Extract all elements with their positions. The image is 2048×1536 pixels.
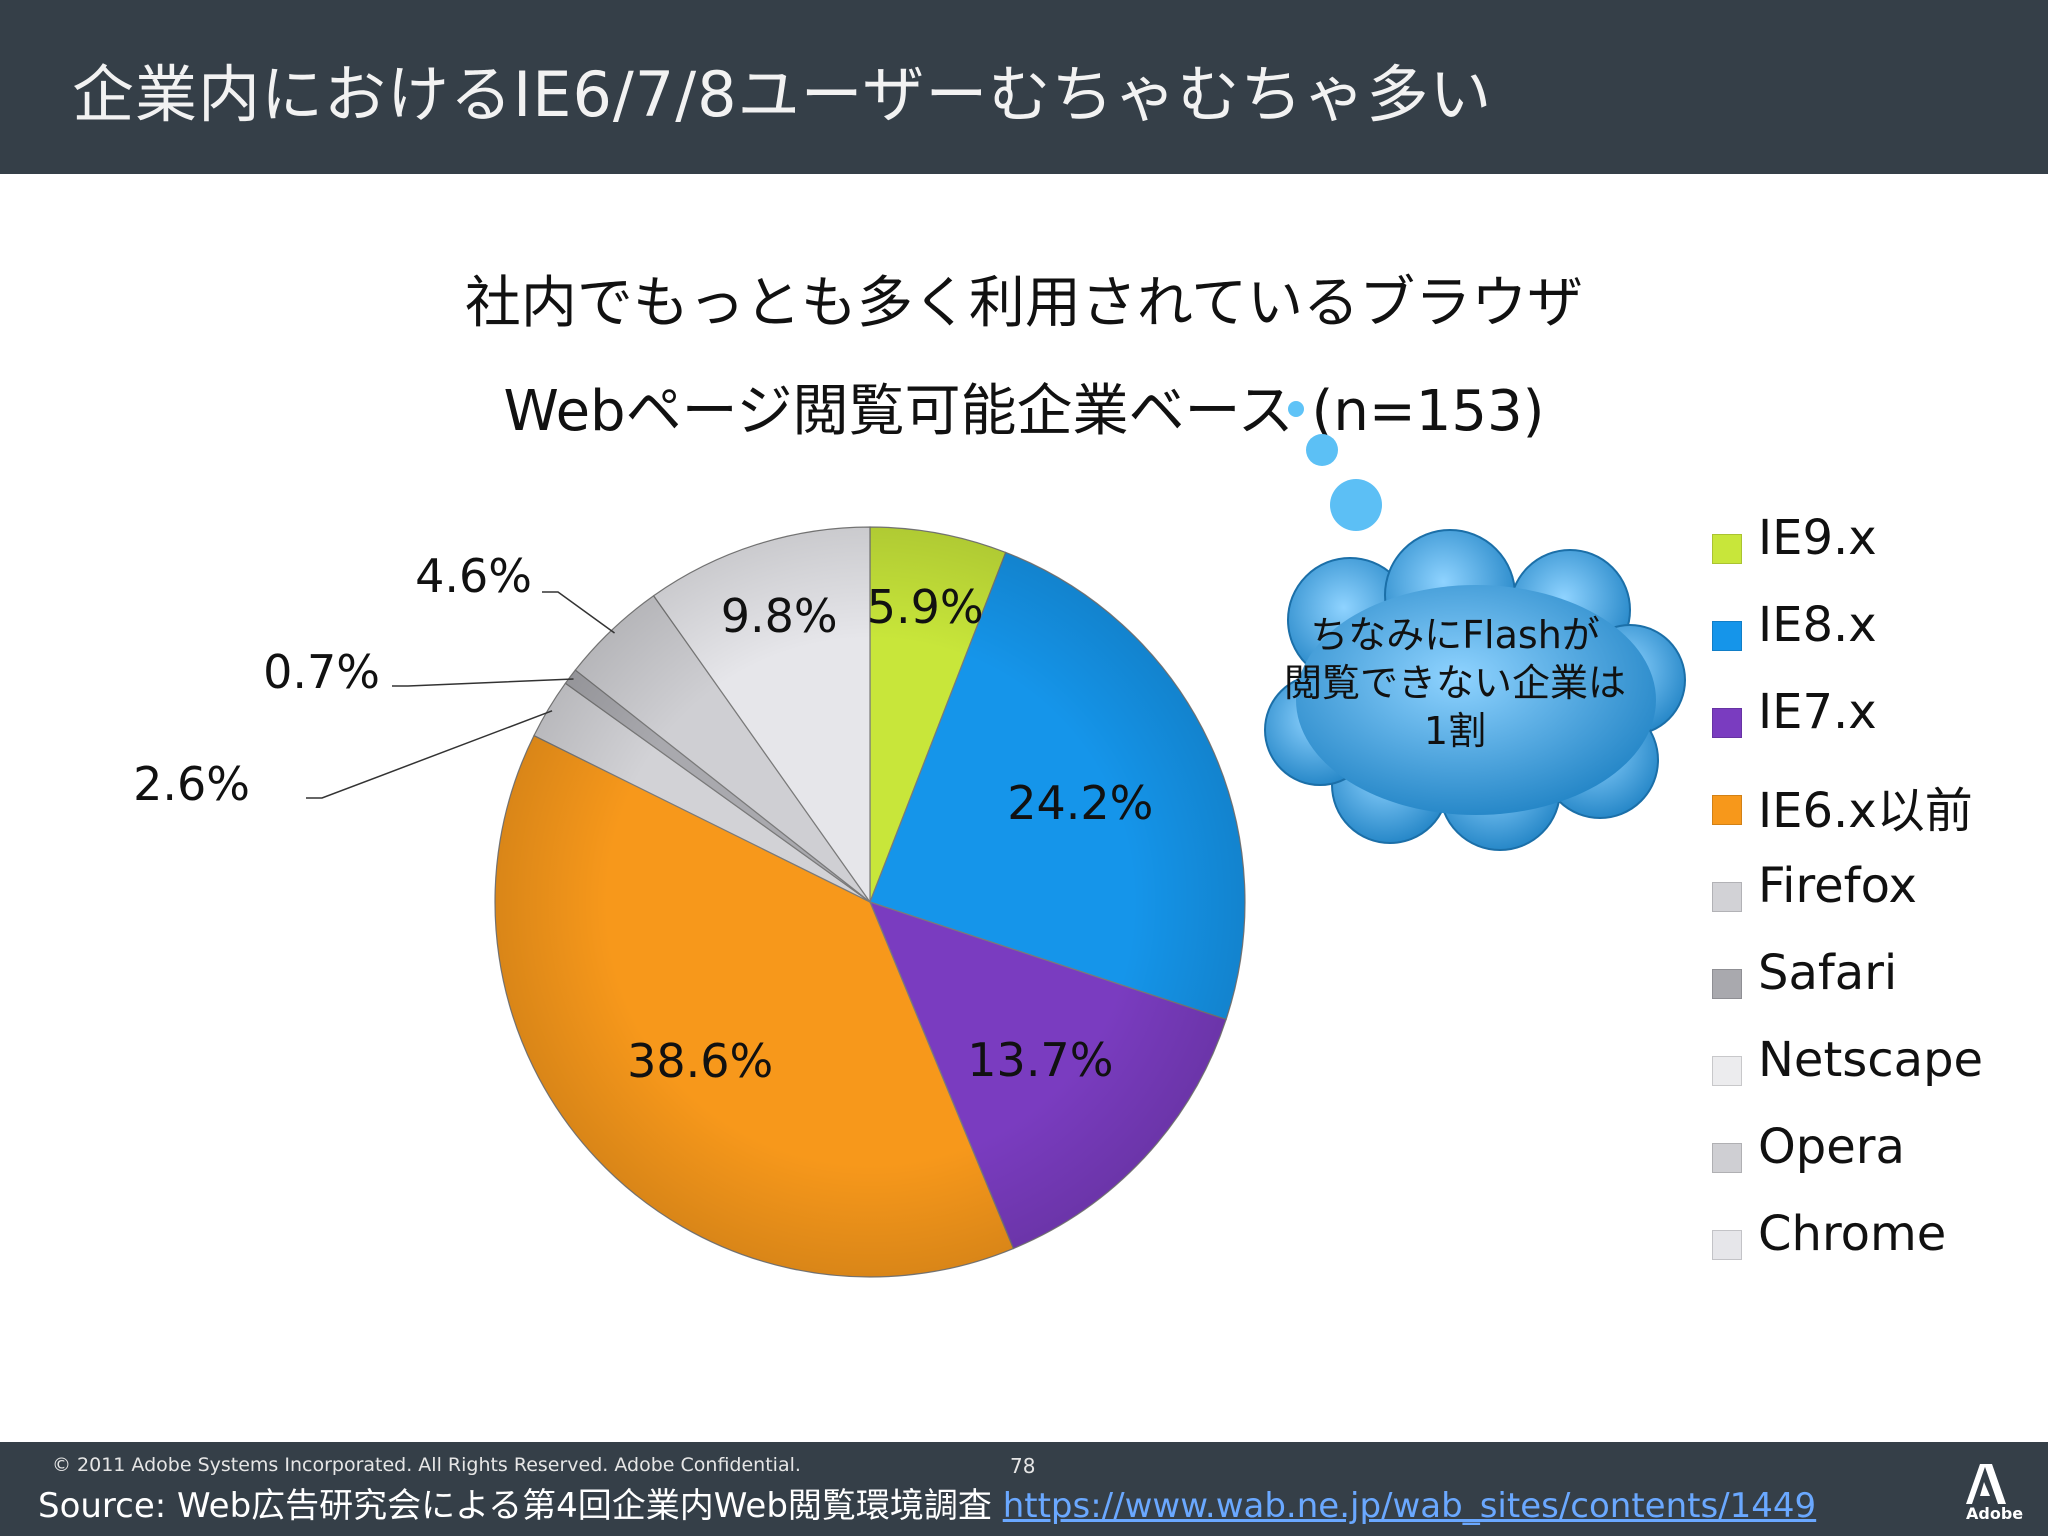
legend-swatch xyxy=(1712,1143,1742,1173)
legend-swatch xyxy=(1712,795,1742,825)
flash-cloud: ちなみにFlashが 閲覧できない企業は 1割 xyxy=(1264,529,1686,851)
legend-swatch xyxy=(1712,882,1742,912)
legend-label: Opera xyxy=(1758,1119,1905,1175)
legend-label: Firefox xyxy=(1758,858,1917,914)
chart-subtitle: Webページ閲覧可能企業ベース (n=153) xyxy=(503,379,1545,444)
legend-label: IE8.x xyxy=(1758,597,1877,653)
slice-label-ie9-x: 5.9% xyxy=(867,580,984,634)
slice-label-chrome: 9.8% xyxy=(721,589,838,643)
legend-swatch xyxy=(1712,621,1742,651)
leader-lines xyxy=(306,591,615,799)
legend-swatch xyxy=(1712,534,1742,564)
adobe-logo-text: Adobe xyxy=(1966,1504,2024,1523)
slice-label-firefox: 2.6% xyxy=(133,757,250,811)
adobe-logo-icon xyxy=(1966,1464,2006,1504)
header-bar xyxy=(0,0,2048,174)
pie-slices xyxy=(494,526,1246,1278)
chart-title: 社内でもっとも多く利用されているブラウザ xyxy=(464,271,1584,336)
legend-label: Netscape xyxy=(1758,1032,1984,1088)
legend-label: Safari xyxy=(1758,945,1898,1001)
legend-label: IE7.x xyxy=(1758,684,1877,740)
source-line: Source: Web広告研究会による第4回企業内Web閲覧環境調査 https… xyxy=(38,1478,1816,1527)
source-link[interactable]: https://www.wab.ne.jp/wab_sites/contents… xyxy=(1002,1486,1817,1526)
callout-line-2: 閲覧できない企業は xyxy=(1284,661,1626,705)
callout-line-3: 1割 xyxy=(1424,709,1486,753)
legend-swatch xyxy=(1712,1230,1742,1260)
slice-labels: 5.9% 24.2% 13.7% 38.6% 2.6% 0.7% 4.6% 9.8% xyxy=(133,549,1153,1088)
footer-bar xyxy=(0,1442,2048,1536)
leader-line-opera xyxy=(542,591,615,634)
slice-label-ie6-x: 38.6% xyxy=(627,1034,773,1088)
callout-line-1: ちなみにFlashが xyxy=(1310,613,1600,657)
legend-label: IE9.x xyxy=(1758,510,1877,566)
slice-label-ie8-x: 24.2% xyxy=(1007,776,1153,830)
slide-title: 企業内におけるIE6/7/8ユーザーむちゃむちゃ多い xyxy=(72,58,1493,131)
thought-dot-small xyxy=(1288,401,1304,417)
legend-label: Chrome xyxy=(1758,1206,1947,1262)
legend-swatch xyxy=(1712,1056,1742,1086)
legend-label: IE6.x以前 xyxy=(1758,783,1973,839)
source-text: Source: Web広告研究会による第4回企業内Web閲覧環境調査 xyxy=(38,1486,1003,1526)
thought-dot-medium xyxy=(1306,434,1338,466)
slice-label-opera: 4.6% xyxy=(415,549,532,603)
leader-line-firefox xyxy=(306,710,553,799)
thought-dot-large xyxy=(1330,479,1382,531)
legend-swatch xyxy=(1712,969,1742,999)
legend-swatch xyxy=(1712,708,1742,738)
page-number: 78 xyxy=(1010,1454,1036,1478)
slice-label-ie7-x: 13.7% xyxy=(967,1033,1113,1087)
copyright: © 2011 Adobe Systems Incorporated. All R… xyxy=(52,1454,801,1476)
leader-line-safari xyxy=(392,678,574,687)
slice-label-safari: 0.7% xyxy=(263,645,380,699)
